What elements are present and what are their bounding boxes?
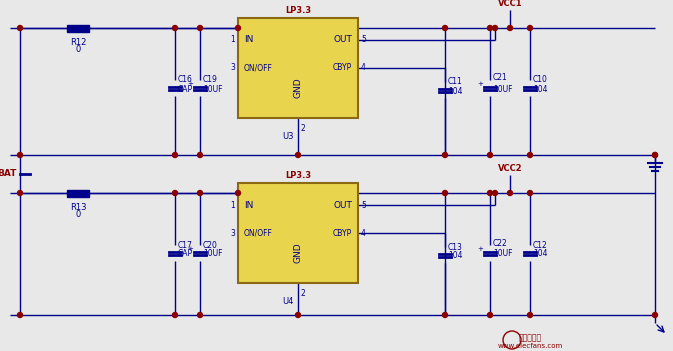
Text: +: + bbox=[477, 246, 483, 252]
Bar bbox=[238, 183, 358, 283]
Text: CBYP: CBYP bbox=[332, 64, 352, 73]
Text: C11: C11 bbox=[448, 78, 463, 86]
Text: 2: 2 bbox=[301, 289, 306, 298]
Text: ON/OFF: ON/OFF bbox=[244, 229, 273, 238]
Circle shape bbox=[487, 26, 493, 31]
Text: 104: 104 bbox=[533, 85, 548, 93]
Text: C12: C12 bbox=[533, 240, 548, 250]
Text: ON/OFF: ON/OFF bbox=[244, 64, 273, 73]
Text: 4: 4 bbox=[361, 229, 366, 238]
Circle shape bbox=[17, 152, 22, 158]
Circle shape bbox=[172, 312, 178, 318]
Text: C19: C19 bbox=[203, 75, 218, 85]
Bar bbox=[67, 25, 89, 32]
Text: R12: R12 bbox=[70, 38, 86, 47]
Text: 2: 2 bbox=[301, 124, 306, 133]
Circle shape bbox=[528, 152, 532, 158]
Circle shape bbox=[197, 312, 203, 318]
Text: 3: 3 bbox=[230, 64, 235, 73]
Circle shape bbox=[528, 312, 532, 318]
Text: 104: 104 bbox=[448, 252, 462, 260]
Text: 104: 104 bbox=[448, 86, 462, 95]
Text: 4: 4 bbox=[361, 64, 366, 73]
Text: +: + bbox=[187, 81, 193, 87]
Text: 5: 5 bbox=[361, 35, 366, 45]
Text: C13: C13 bbox=[448, 243, 463, 252]
Text: 0: 0 bbox=[75, 45, 81, 54]
Circle shape bbox=[487, 191, 493, 196]
Text: GND: GND bbox=[293, 243, 302, 263]
Text: OUT: OUT bbox=[333, 35, 352, 45]
Text: IN: IN bbox=[244, 200, 253, 210]
Circle shape bbox=[443, 312, 448, 318]
Text: C21: C21 bbox=[493, 73, 507, 82]
Circle shape bbox=[493, 191, 497, 196]
Text: CBYP: CBYP bbox=[332, 229, 352, 238]
Text: U4: U4 bbox=[282, 297, 293, 306]
Circle shape bbox=[493, 26, 497, 31]
Bar bbox=[67, 190, 89, 197]
Circle shape bbox=[653, 152, 658, 158]
Bar bbox=[238, 18, 358, 118]
Text: GND: GND bbox=[293, 78, 302, 98]
Text: IN: IN bbox=[244, 35, 253, 45]
Circle shape bbox=[653, 152, 658, 158]
Text: BAT: BAT bbox=[0, 170, 17, 179]
Text: 电子发烧友: 电子发烧友 bbox=[518, 333, 542, 343]
Text: VCC1: VCC1 bbox=[498, 0, 522, 8]
Text: LP3.3: LP3.3 bbox=[285, 6, 311, 15]
Circle shape bbox=[17, 312, 22, 318]
Text: 5: 5 bbox=[361, 200, 366, 210]
Circle shape bbox=[295, 312, 301, 318]
Circle shape bbox=[295, 152, 301, 158]
Circle shape bbox=[197, 191, 203, 196]
Text: C20: C20 bbox=[203, 240, 218, 250]
Circle shape bbox=[172, 191, 178, 196]
Circle shape bbox=[17, 191, 22, 196]
Circle shape bbox=[172, 152, 178, 158]
Text: 10UF: 10UF bbox=[493, 250, 513, 258]
Text: 10UF: 10UF bbox=[493, 85, 513, 93]
Text: +: + bbox=[187, 246, 193, 252]
Text: C22: C22 bbox=[493, 238, 507, 247]
Circle shape bbox=[236, 191, 240, 196]
Circle shape bbox=[172, 26, 178, 31]
Circle shape bbox=[487, 312, 493, 318]
Text: U3: U3 bbox=[282, 132, 293, 141]
Circle shape bbox=[17, 26, 22, 31]
Circle shape bbox=[443, 152, 448, 158]
Text: C16: C16 bbox=[178, 75, 193, 85]
Text: 104: 104 bbox=[533, 250, 548, 258]
Circle shape bbox=[653, 312, 658, 318]
Text: OUT: OUT bbox=[333, 200, 352, 210]
Text: C17: C17 bbox=[178, 240, 193, 250]
Text: CAP: CAP bbox=[178, 85, 193, 93]
Circle shape bbox=[197, 26, 203, 31]
Text: 0: 0 bbox=[75, 210, 81, 219]
Circle shape bbox=[236, 26, 240, 31]
Circle shape bbox=[507, 26, 513, 31]
Text: 1: 1 bbox=[230, 200, 235, 210]
Text: 10UF: 10UF bbox=[203, 250, 223, 258]
Text: www.elecfans.com: www.elecfans.com bbox=[497, 343, 563, 349]
Text: CAP: CAP bbox=[178, 250, 193, 258]
Circle shape bbox=[528, 191, 532, 196]
Circle shape bbox=[507, 191, 513, 196]
Text: C10: C10 bbox=[533, 75, 548, 85]
Circle shape bbox=[197, 152, 203, 158]
Text: +: + bbox=[477, 81, 483, 87]
Circle shape bbox=[443, 191, 448, 196]
Text: 3: 3 bbox=[230, 229, 235, 238]
Text: 10UF: 10UF bbox=[203, 85, 223, 93]
Text: LP3.3: LP3.3 bbox=[285, 171, 311, 180]
Circle shape bbox=[528, 26, 532, 31]
Text: VCC2: VCC2 bbox=[498, 164, 522, 173]
Text: R13: R13 bbox=[70, 203, 86, 212]
Circle shape bbox=[443, 26, 448, 31]
Text: 1: 1 bbox=[230, 35, 235, 45]
Circle shape bbox=[487, 152, 493, 158]
